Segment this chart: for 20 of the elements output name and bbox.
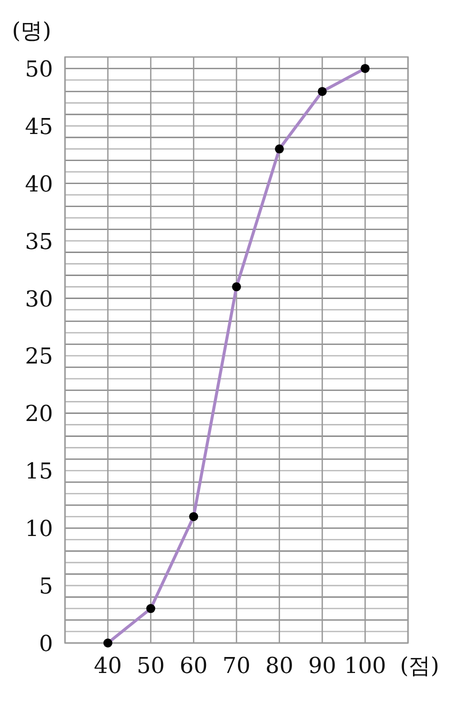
y-tick-label: 50 (25, 57, 53, 82)
y-tick-label: 20 (25, 402, 53, 428)
x-tick-label: 100 (344, 654, 386, 679)
y-tick-label: 5 (39, 574, 53, 600)
y-tick-label: 25 (25, 344, 53, 370)
x-tick-label: 60 (180, 654, 208, 679)
y-tick-label: 40 (25, 172, 53, 198)
y-tick-label: 35 (25, 230, 53, 255)
y-tick-label: 45 (25, 114, 53, 140)
y-tick-label: 15 (25, 460, 53, 485)
y-axis-title: (명) (12, 19, 52, 44)
x-tick-label: 50 (136, 654, 165, 679)
y-tick-label: 0 (39, 632, 53, 657)
x-tick-label: 40 (94, 654, 122, 679)
x-tick-label: 70 (222, 654, 250, 679)
y-tick-label: 30 (25, 287, 53, 312)
y-tick-label: 10 (25, 517, 53, 542)
x-axis-title: (점) (400, 654, 440, 679)
x-tick-label: 90 (308, 654, 336, 679)
x-tick-label: 80 (265, 654, 294, 679)
